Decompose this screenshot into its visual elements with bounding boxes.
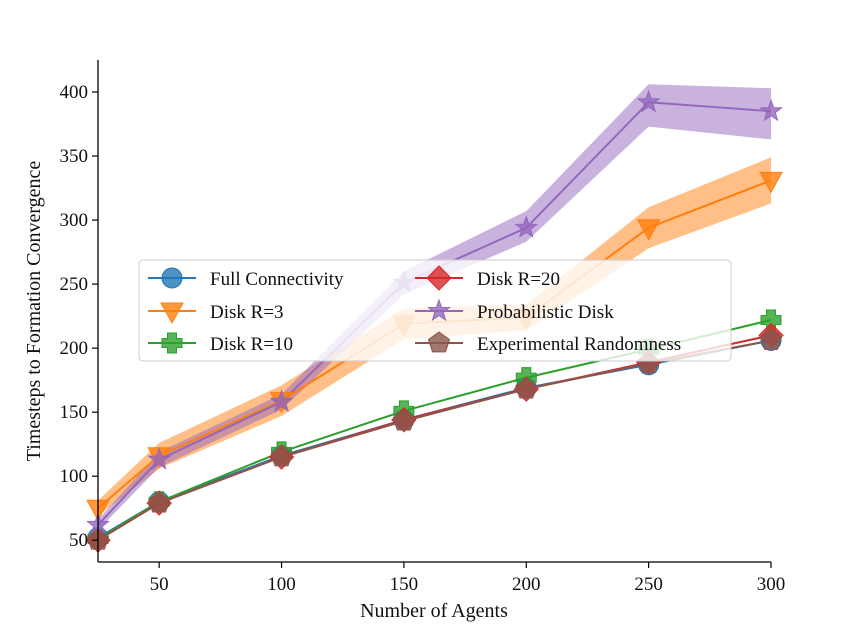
- point-disk-r-3: [636, 219, 661, 241]
- x-tick-label: 300: [757, 574, 786, 595]
- x-ticks: 50 100 150 200 250 300: [150, 562, 786, 595]
- point-experimental-randomness: [515, 377, 538, 399]
- legend-marker-experimental-randomness: [427, 331, 451, 353]
- axes: [97, 60, 771, 563]
- x-tick-label: 250: [634, 574, 663, 595]
- x-tick-label: 200: [512, 574, 541, 595]
- y-tick-label: 250: [60, 274, 89, 295]
- x-axis-label: Number of Agents: [360, 600, 508, 622]
- legend-marker-disk-r-10: [161, 332, 183, 354]
- point-probabilistic-disk: [636, 89, 661, 113]
- x-tick-label: 50: [150, 574, 169, 595]
- legend-label-probabilistic-disk: Probabilistic Disk: [477, 302, 614, 323]
- point-experimental-randomness: [759, 328, 783, 350]
- point-experimental-randomness: [270, 445, 293, 467]
- legend-label-disk-r-20: Disk R=20: [477, 269, 560, 290]
- legend-label-experimental-randomness: Experimental Randomness: [477, 334, 681, 355]
- y-ticks: 50 100 150 200 250 300 350 400: [60, 82, 98, 551]
- legend: Full Connectivity Disk R=3 Disk R=10 Disk R…: [138, 259, 732, 362]
- point-probabilistic-disk: [269, 389, 294, 413]
- legend-label-full-connectivity: Full Connectivity: [210, 269, 344, 290]
- y-tick-label: 100: [60, 466, 89, 487]
- legend-marker-disk-r-20: [426, 265, 452, 291]
- y-tick-label: 300: [60, 210, 89, 231]
- point-experimental-randomness: [148, 491, 171, 513]
- y-tick-label: 150: [60, 402, 89, 423]
- band-probabilistic-disk: [98, 84, 771, 531]
- legend-marker-full-connectivity: [161, 267, 183, 289]
- point-probabilistic-disk: [147, 447, 171, 470]
- point-experimental-randomness: [392, 409, 415, 431]
- legend-marker-disk-r-3: [160, 302, 184, 325]
- point-disk-r-3: [759, 171, 783, 194]
- legend-marker-probabilistic-disk: [427, 298, 451, 322]
- y-tick-label: 350: [60, 146, 89, 167]
- y-tick-label: 50: [69, 530, 88, 551]
- point-probabilistic-disk: [759, 98, 783, 122]
- point-probabilistic-disk: [514, 215, 539, 238]
- y-tick-label: 400: [60, 82, 89, 103]
- x-tick-label: 100: [267, 574, 296, 595]
- y-tick-label: 200: [60, 338, 89, 359]
- legend-label-disk-r-10: Disk R=10: [210, 334, 293, 355]
- y-axis-label: Timesteps to Formation Convergence: [23, 161, 45, 462]
- legend-label-disk-r-3: Disk R=3: [210, 302, 284, 323]
- x-tick-label: 150: [390, 574, 419, 595]
